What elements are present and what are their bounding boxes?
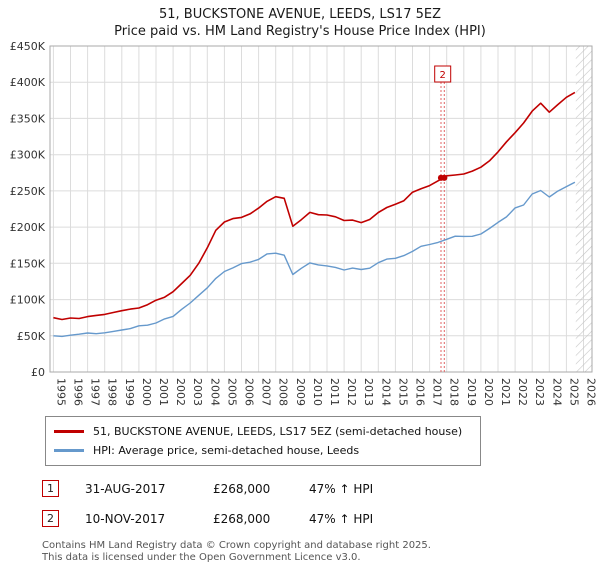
- svg-text:1997: 1997: [89, 378, 102, 406]
- svg-text:2010: 2010: [311, 378, 324, 406]
- svg-text:1996: 1996: [72, 378, 85, 406]
- legend-line-blue: [54, 449, 84, 452]
- legend-item-hpi: HPI: Average price, semi-detached house,…: [54, 441, 472, 460]
- chart-legend: 51, BUCKSTONE AVENUE, LEEDS, LS17 5EZ (s…: [45, 416, 481, 466]
- svg-text:£150K: £150K: [10, 257, 46, 270]
- series-line-hpi: [53, 181, 576, 338]
- transaction-date: 31-AUG-2017: [85, 481, 166, 496]
- svg-text:£400K: £400K: [10, 76, 46, 89]
- svg-text:£350K: £350K: [10, 112, 46, 125]
- attribution-line-1: Contains HM Land Registry data © Crown c…: [42, 540, 431, 551]
- future-hatch: [575, 46, 592, 372]
- transaction-price: £268,000: [213, 481, 271, 496]
- svg-text:2009: 2009: [294, 378, 307, 406]
- svg-text:£300K: £300K: [10, 149, 46, 162]
- svg-text:2000: 2000: [140, 378, 153, 406]
- legend-label-property: 51, BUCKSTONE AVENUE, LEEDS, LS17 5EZ (s…: [93, 425, 463, 438]
- svg-text:2: 2: [440, 70, 446, 81]
- svg-text:2015: 2015: [396, 378, 409, 406]
- transaction-date: 10-NOV-2017: [85, 511, 166, 526]
- svg-text:2024: 2024: [550, 378, 563, 406]
- sale-marker-dot: [441, 174, 448, 181]
- svg-text:£100K: £100K: [10, 294, 46, 307]
- transaction-hpi-change: 47% ↑ HPI: [309, 481, 374, 496]
- svg-text:2012: 2012: [345, 378, 358, 406]
- sale-annotation-2: 2: [434, 65, 452, 83]
- svg-text:2006: 2006: [243, 378, 256, 406]
- legend-label-hpi: HPI: Average price, semi-detached house,…: [93, 444, 360, 457]
- svg-text:2019: 2019: [465, 378, 478, 406]
- svg-text:2018: 2018: [448, 378, 461, 406]
- svg-text:2005: 2005: [225, 378, 238, 406]
- transaction-hpi-change: 47% ↑ HPI: [309, 511, 374, 526]
- transaction-row-2: 2 10-NOV-2017 £268,000 47% ↑ HPI: [42, 510, 600, 527]
- svg-text:1999: 1999: [123, 378, 136, 406]
- svg-text:2016: 2016: [414, 378, 427, 406]
- svg-text:2025: 2025: [567, 378, 580, 406]
- page-subtitle: Price paid vs. HM Land Registry's House …: [114, 24, 486, 39]
- svg-text:£450K: £450K: [10, 40, 46, 53]
- svg-text:2007: 2007: [260, 378, 273, 406]
- legend-line-red: [54, 430, 84, 433]
- transaction-number-badge-1: 1: [42, 480, 59, 497]
- transactions-table: 1 31-AUG-2017 £268,000 47% ↑ HPI 2 10-NO…: [42, 480, 600, 527]
- series-line-property: [53, 91, 576, 321]
- svg-text:2017: 2017: [431, 378, 444, 406]
- svg-text:2003: 2003: [191, 378, 204, 406]
- svg-text:2022: 2022: [516, 378, 529, 406]
- svg-text:2011: 2011: [328, 378, 341, 406]
- svg-text:2008: 2008: [277, 378, 290, 406]
- svg-text:2026: 2026: [585, 378, 598, 406]
- transaction-row-1: 1 31-AUG-2017 £268,000 47% ↑ HPI: [42, 480, 600, 497]
- svg-text:2001: 2001: [157, 378, 170, 406]
- attribution-footer: Contains HM Land Registry data © Crown c…: [42, 540, 600, 564]
- svg-text:£50K: £50K: [17, 330, 46, 343]
- chart-header: 51, BUCKSTONE AVENUE, LEEDS, LS17 5EZ Pr…: [0, 0, 600, 40]
- svg-text:2013: 2013: [362, 378, 375, 406]
- svg-text:2002: 2002: [174, 378, 187, 406]
- svg-text:2014: 2014: [379, 378, 392, 406]
- page-title: 51, BUCKSTONE AVENUE, LEEDS, LS17 5EZ: [159, 7, 441, 22]
- svg-text:1995: 1995: [54, 378, 67, 406]
- svg-text:£0: £0: [31, 366, 45, 379]
- attribution-line-2: This data is licensed under the Open Gov…: [42, 552, 361, 563]
- price-chart: £0 £50K £100K £150K £200K £250K £300K £350K £400…: [10, 40, 598, 406]
- svg-text:2020: 2020: [482, 378, 495, 406]
- svg-text:2021: 2021: [499, 378, 512, 406]
- svg-text:£250K: £250K: [10, 185, 46, 198]
- transaction-price: £268,000: [213, 511, 271, 526]
- legend-item-property: 51, BUCKSTONE AVENUE, LEEDS, LS17 5EZ (s…: [54, 422, 472, 441]
- svg-text:2023: 2023: [533, 378, 546, 406]
- svg-text:1998: 1998: [106, 378, 119, 406]
- svg-text:2004: 2004: [208, 378, 221, 406]
- transaction-number-badge-2: 2: [42, 510, 59, 527]
- svg-text:£200K: £200K: [10, 221, 46, 234]
